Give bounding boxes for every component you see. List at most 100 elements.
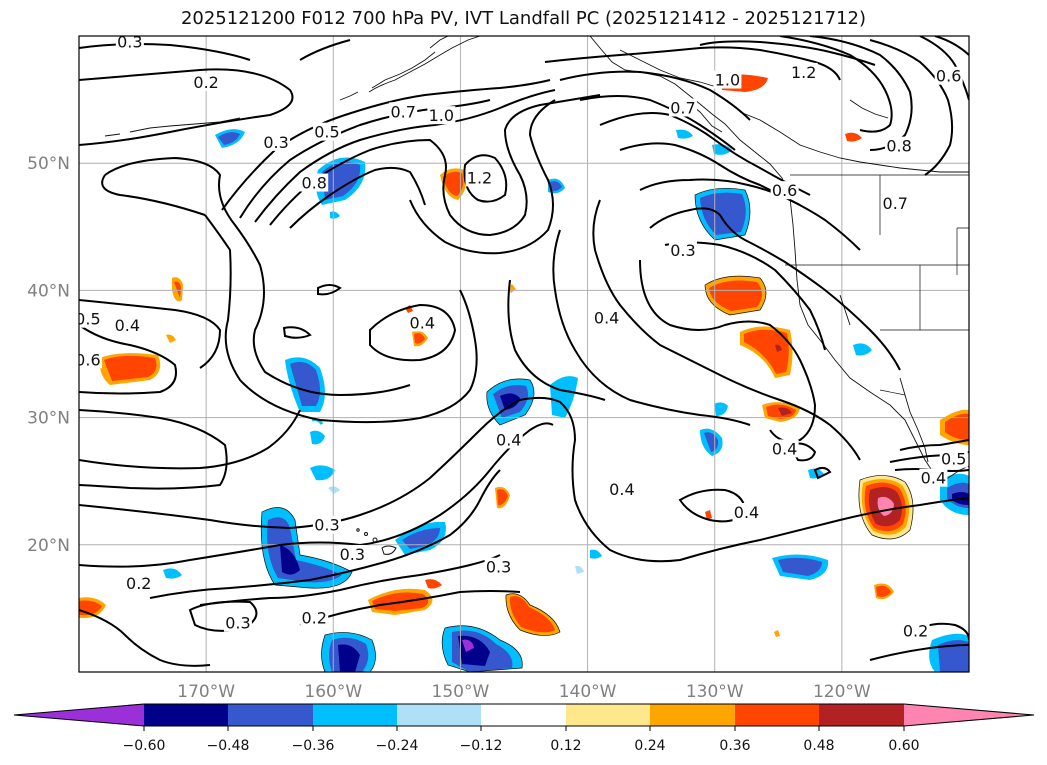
contour-label: 0.5 <box>75 310 100 329</box>
contour-label-bg <box>300 173 329 192</box>
contour-label-bg <box>770 181 799 200</box>
colorbar-tick-label: −0.48 <box>207 738 250 754</box>
contour-label-bg <box>408 313 437 332</box>
contour-label: 0.3 <box>314 516 339 535</box>
colorbar-bin <box>313 704 397 726</box>
lat-tick-label: 40°N <box>27 281 70 301</box>
contour-label-bg <box>607 480 636 499</box>
contour-label: 0.4 <box>609 480 634 499</box>
contour-label: 0.3 <box>340 545 365 564</box>
lon-tick-label: 130°W <box>686 682 744 702</box>
pv-contours <box>79 36 969 667</box>
colorbar-bin <box>144 704 228 726</box>
contour-label-bg <box>124 574 153 593</box>
contour-label: 0.4 <box>921 469 946 488</box>
negative-anomaly-regions <box>163 129 969 672</box>
colorbar-tick-label: −0.60 <box>123 738 166 754</box>
lon-tick-label: 120°W <box>813 682 871 702</box>
contour-label: 1.2 <box>791 63 816 82</box>
contour-label: 0.2 <box>903 621 928 640</box>
colorbar-extend-negative <box>14 704 144 726</box>
contour-label: 0.5 <box>314 123 339 142</box>
axis-labels: 170°W 160°W 150°W 140°W 130°W 120°W 20°N 30°N 40… <box>27 154 871 702</box>
contour-label-bg <box>113 316 142 335</box>
contour-label: 0.8 <box>301 174 326 193</box>
contour-label-bg <box>300 608 329 627</box>
contour-label: 0.3 <box>486 558 511 577</box>
contour-label-bg <box>484 557 513 576</box>
contour-label-bg <box>338 544 367 563</box>
contour-label-bg <box>312 122 341 141</box>
colorbar-tick-label: 0.48 <box>803 738 834 754</box>
contour-label: 0.4 <box>115 316 140 335</box>
contour-label: 0.3 <box>263 133 288 152</box>
colorbar-bin <box>735 704 819 726</box>
colorbar-bin <box>397 704 481 726</box>
political-borders <box>785 174 969 396</box>
contour-label-bg <box>465 168 494 187</box>
lon-tick-label: 150°W <box>432 682 490 702</box>
contour-label: 0.7 <box>670 99 695 118</box>
positive-anomaly-regions <box>79 74 969 637</box>
colorbar-bin <box>228 704 313 726</box>
contour-label: 0.4 <box>410 313 435 332</box>
contour-label: 1.0 <box>429 106 454 125</box>
colorbar-tick-label: 0.24 <box>634 738 665 754</box>
contour-label-bg <box>732 503 761 521</box>
contour-label-bg <box>192 73 221 92</box>
map-gridlines <box>79 36 969 672</box>
contour-label-bg <box>668 98 697 117</box>
contour-label-bg <box>770 439 799 458</box>
contour-label-bg <box>919 468 948 487</box>
pc-shading <box>79 74 969 672</box>
contour-labels: 0.3 0.2 0.3 0.5 0.7 1.0 0.8 1.2 0.7 1.0 1.2 0.6 0.8 0… <box>75 36 968 640</box>
contour-label-bg <box>494 430 523 449</box>
map-frame <box>78 35 970 673</box>
contour-label: 0.3 <box>670 241 695 260</box>
contour-label-bg <box>789 62 818 81</box>
contour-label-bg <box>115 36 144 51</box>
contour-label: 0.5 <box>941 450 966 469</box>
colorbar-tick-label: −0.24 <box>376 738 419 754</box>
contour-label-bg <box>939 449 968 468</box>
contour-label: 0.6 <box>936 67 961 86</box>
contour-label-bg <box>934 66 963 85</box>
colorbar-tick-label: −0.12 <box>460 738 503 754</box>
contour-label: 0.4 <box>594 308 619 327</box>
contour-label-bg <box>262 132 291 151</box>
shading-outlines <box>260 188 914 672</box>
contour-label-bg <box>223 613 252 632</box>
contour-label: 0.6 <box>75 350 100 369</box>
contour-label: 0.7 <box>390 102 415 121</box>
chart-title: 2025121200 F012 700 hPa PV, IVT Landfall… <box>180 8 867 29</box>
contour-label: 0.4 <box>734 503 759 522</box>
colorbar-ticks: −0.60 −0.48 −0.36 −0.24 −0.12 0.12 0.24 0.36 0.4… <box>123 726 920 754</box>
lon-tick-label: 140°W <box>559 682 617 702</box>
colorbar: −0.60 −0.48 −0.36 −0.24 −0.12 0.12 0.24 0.36 0.4… <box>13 703 1035 754</box>
lon-tick-label: 170°W <box>177 682 235 702</box>
contour-label: 0.2 <box>126 574 151 593</box>
contour-label: 1.0 <box>715 71 740 90</box>
colorbar-tick-label: 0.12 <box>550 738 581 754</box>
colorbar-bin <box>481 704 566 726</box>
contour-label: 0.2 <box>193 73 218 92</box>
contour-label-bg <box>885 136 914 155</box>
coastlines <box>104 36 969 481</box>
lat-tick-label: 30°N <box>27 409 70 429</box>
contour-label-bg <box>901 621 930 640</box>
colorbar-bin <box>566 704 650 726</box>
contour-label: 0.3 <box>225 614 250 633</box>
colorbar-tick-label: −0.36 <box>292 738 335 754</box>
contour-label-bg <box>79 350 102 369</box>
colorbar-tick-label: 0.36 <box>719 738 750 754</box>
lat-tick-label: 50°N <box>27 154 70 174</box>
map-background <box>79 36 969 672</box>
contour-label: 0.7 <box>883 194 908 213</box>
contour-label-bg <box>713 70 742 89</box>
contour-label: 0.4 <box>772 439 797 458</box>
contour-label: 0.2 <box>301 609 326 628</box>
colorbar-tick-label: 0.60 <box>888 738 919 754</box>
contour-label: 0.4 <box>496 430 521 449</box>
contour-label-bg <box>668 240 697 259</box>
